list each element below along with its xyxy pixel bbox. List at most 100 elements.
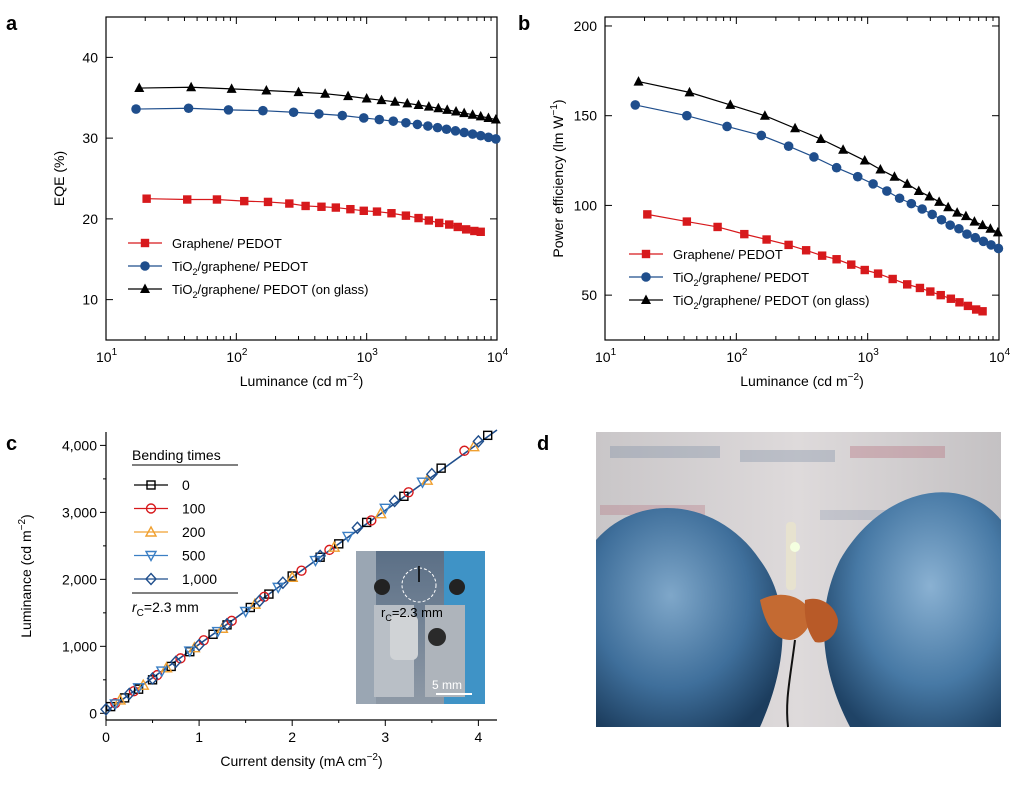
data-point xyxy=(109,699,122,711)
data-point xyxy=(852,171,863,182)
y-tick-label: 2,000 xyxy=(62,571,97,587)
data-point xyxy=(946,294,956,303)
data-point xyxy=(467,109,478,119)
data-point xyxy=(420,473,434,485)
data-point xyxy=(461,225,471,234)
legend-marker xyxy=(140,261,150,271)
data-point xyxy=(759,110,770,120)
legend-marker xyxy=(144,525,158,537)
data-point xyxy=(258,105,268,116)
data-point xyxy=(131,104,141,114)
data-point xyxy=(123,687,136,701)
data-point xyxy=(684,86,695,97)
panel-label-b: b xyxy=(518,13,530,35)
plot-frame xyxy=(604,16,1000,341)
data-point xyxy=(868,179,878,189)
data-point xyxy=(223,105,234,115)
data-point xyxy=(285,199,294,208)
legend-label: 500 xyxy=(182,548,206,564)
data-point xyxy=(388,116,399,126)
x-tick-label: 102 xyxy=(726,347,748,365)
x-axis-label: Current density (mA cm−2) xyxy=(220,752,382,769)
data-point xyxy=(831,162,842,173)
y-axis-label: EQE (%) xyxy=(51,151,67,206)
legend-marker xyxy=(641,294,651,304)
inset-radius-label: rC=2.3 mm xyxy=(381,605,443,623)
x-tick-label: 104 xyxy=(989,347,1011,365)
panel-label-c: c xyxy=(6,433,17,455)
data-point xyxy=(475,110,486,121)
legend-label: TiO2/graphene/ PEDOT xyxy=(673,270,809,288)
data-point xyxy=(985,223,996,233)
data-point xyxy=(240,196,249,206)
data-point xyxy=(936,214,947,225)
data-point xyxy=(441,124,452,135)
data-point xyxy=(412,119,423,130)
data-point xyxy=(978,307,987,316)
data-point xyxy=(288,107,299,118)
data-point xyxy=(450,126,461,136)
y-tick-label: 200 xyxy=(574,18,598,34)
data-point xyxy=(343,90,354,101)
data-point xyxy=(358,113,369,123)
data-point xyxy=(424,216,434,225)
data-point xyxy=(183,103,194,114)
x-tick-label: 103 xyxy=(357,347,379,365)
data-point xyxy=(962,229,972,239)
data-point xyxy=(331,203,341,212)
legend-marker xyxy=(641,249,651,259)
data-point xyxy=(790,122,801,133)
data-point xyxy=(915,283,925,293)
data-point xyxy=(902,178,913,188)
data-point xyxy=(261,84,272,95)
data-point xyxy=(913,185,924,196)
data-point xyxy=(924,190,935,201)
legend-label: Graphene/ PEDOT xyxy=(172,236,282,251)
x-tick-label: 0 xyxy=(102,729,110,745)
data-point xyxy=(783,141,794,151)
data-point xyxy=(317,202,326,211)
plot-frame xyxy=(105,16,498,341)
fit-line xyxy=(105,429,498,712)
data-point xyxy=(414,213,423,223)
data-point xyxy=(682,217,692,226)
y-tick-label: 4,000 xyxy=(62,437,97,453)
y-tick-label: 0 xyxy=(89,705,97,721)
data-point xyxy=(815,133,826,144)
data-point xyxy=(286,570,299,583)
data-point xyxy=(467,129,478,139)
data-point xyxy=(442,104,453,114)
legend-label: Graphene/ PEDOT xyxy=(673,247,783,262)
data-point xyxy=(134,82,145,93)
data-point xyxy=(388,494,401,508)
data-point xyxy=(860,265,869,275)
x-tick-label: 101 xyxy=(96,347,118,365)
data-point xyxy=(341,531,355,543)
data-point xyxy=(934,196,945,206)
x-tick-label: 101 xyxy=(595,347,617,365)
x-axis-label: Luminance (cd m−2) xyxy=(240,372,363,389)
data-point xyxy=(413,99,424,110)
data-point xyxy=(301,201,310,211)
data-point xyxy=(379,503,392,515)
data-point xyxy=(945,220,955,230)
data-point xyxy=(817,251,827,260)
data-point xyxy=(682,110,692,121)
data-point xyxy=(906,198,917,209)
data-point xyxy=(137,678,150,690)
data-point xyxy=(296,565,307,576)
legend-marker xyxy=(641,272,651,282)
legend-marker xyxy=(140,283,150,293)
data-point xyxy=(314,549,327,563)
data-point xyxy=(467,440,480,452)
y-tick-label: 30 xyxy=(82,130,98,146)
eqe-chart: 101 102 103 104 10 20 30 40 Luminance (cd m−2) EQ… xyxy=(51,16,509,389)
data-point xyxy=(859,155,870,165)
data-point xyxy=(630,100,641,110)
data-point xyxy=(425,467,438,481)
data-point xyxy=(459,127,469,138)
x-tick-label: 3 xyxy=(381,729,389,745)
data-point xyxy=(936,290,945,300)
legend-label: 0 xyxy=(182,477,190,493)
